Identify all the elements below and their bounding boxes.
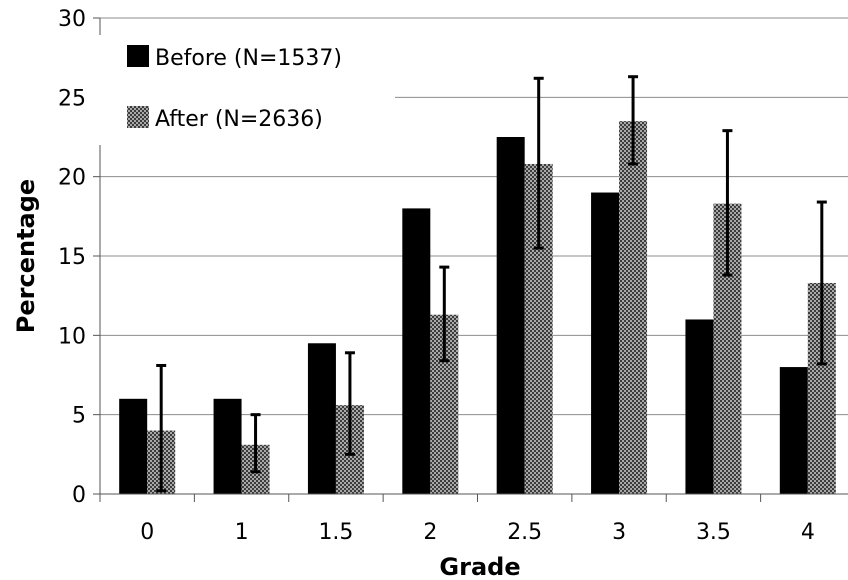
bar-before: [213, 398, 242, 494]
bar-before: [119, 398, 148, 494]
y-tick-label: 20: [58, 166, 86, 191]
y-tick-label: 15: [58, 245, 86, 270]
x-tick-label: 2: [423, 520, 437, 545]
tick-labels: 0 5 10 15 20 25 30 0 1 1.5 2 2.5 3 3.5 4: [58, 7, 815, 545]
bar-before: [779, 367, 808, 494]
error-bars: [156, 75, 827, 493]
x-tick-label: 2.5: [507, 520, 542, 545]
x-axis-title: Grade: [439, 553, 520, 580]
legend-label-before: Before (N=1537): [155, 46, 342, 71]
bar-before: [402, 208, 431, 494]
x-tick-label: 3: [612, 520, 626, 545]
bar-before: [307, 343, 336, 494]
legend: Before (N=1537) After (N=2636): [85, 35, 395, 145]
x-tick-label: 1: [235, 520, 249, 545]
y-tick-label: 30: [58, 7, 86, 32]
bar-before: [685, 319, 714, 494]
y-tick-label: 0: [72, 483, 86, 508]
bar-after: [619, 121, 648, 494]
legend-swatch-before: [127, 45, 149, 67]
legend-label-after: After (N=2636): [155, 107, 323, 132]
bar-before: [591, 192, 620, 495]
legend-swatch-after: [127, 106, 149, 128]
y-tick-label: 25: [58, 86, 86, 111]
y-axis-title: Percentage: [12, 179, 40, 333]
y-tick-label: 10: [58, 324, 86, 349]
x-tick-label: 4: [801, 520, 815, 545]
bar-before: [496, 137, 525, 494]
x-tick-label: 3.5: [696, 520, 731, 545]
x-tick-label: 1.5: [318, 520, 353, 545]
bars: [119, 121, 836, 495]
x-tick-label: 0: [140, 520, 154, 545]
y-tick-label: 5: [72, 404, 86, 429]
